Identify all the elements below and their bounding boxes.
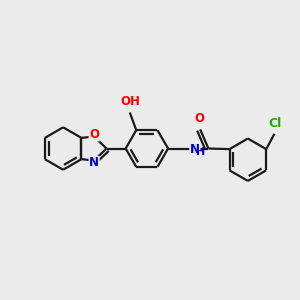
Text: N: N: [190, 143, 200, 156]
Text: O: O: [89, 128, 99, 141]
Text: H: H: [196, 147, 205, 157]
Text: O: O: [194, 112, 204, 125]
Text: OH: OH: [120, 95, 140, 108]
Text: Cl: Cl: [268, 117, 281, 130]
Text: N: N: [89, 157, 99, 169]
